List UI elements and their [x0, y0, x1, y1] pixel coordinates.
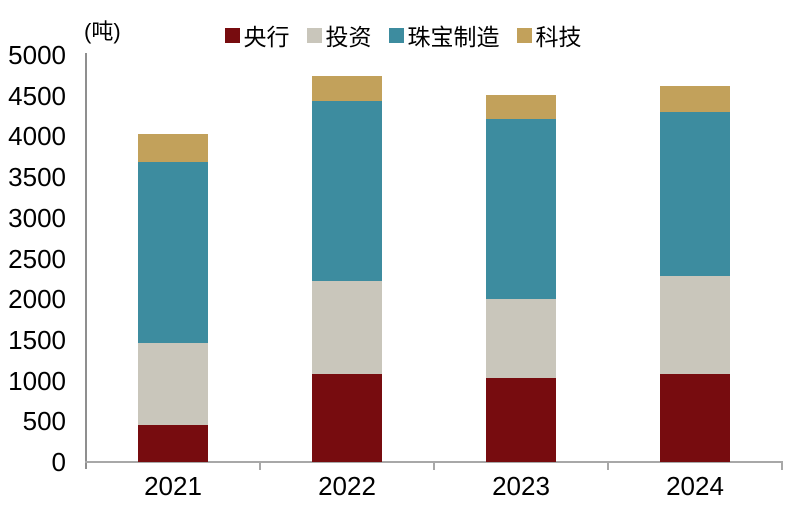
- y-tick-label: 4000: [8, 121, 66, 152]
- legend-item-2: 珠宝制造: [388, 18, 500, 52]
- legend-item-0: 央行: [224, 18, 290, 52]
- y-tick-label: 1500: [8, 324, 66, 355]
- x-tick-label-2021: 2021: [144, 471, 202, 501]
- y-tick-label: 2500: [8, 243, 66, 274]
- stacked-bar-2021: [138, 133, 208, 462]
- bar-segment-珠宝制造-2023: [486, 119, 556, 300]
- legend-label: 科技: [535, 24, 582, 50]
- bar-segment-央行-2023: [486, 378, 556, 462]
- stacked-bar-2022: [312, 76, 382, 462]
- x-tick-label-2022: 2022: [318, 471, 376, 501]
- y-tick-label: 3500: [8, 162, 66, 193]
- x-tick-label-2023: 2023: [492, 471, 550, 501]
- legend-label: 投资: [325, 24, 372, 50]
- bar-segment-科技-2024: [660, 85, 730, 112]
- legend-label: 央行: [243, 24, 290, 50]
- bar-segment-投资-2021: [138, 343, 208, 426]
- x-axis-line: [85, 461, 783, 463]
- y-tick-label: 1000: [8, 365, 66, 396]
- legend: 央行 投资 珠宝制造 科技: [0, 18, 806, 52]
- legend-item-3: 科技: [516, 18, 582, 52]
- x-axis-tick: [607, 463, 609, 470]
- x-axis-tick: [259, 463, 261, 470]
- y-axis-unit-label: (吨): [84, 19, 121, 44]
- y-tick-label: 2000: [8, 284, 66, 315]
- x-tick-label-2024: 2024: [666, 471, 724, 501]
- legend-swatch-icon: [516, 27, 532, 43]
- legend-swatch-icon: [306, 27, 322, 43]
- legend-label: 珠宝制造: [407, 24, 500, 50]
- stacked-bar-2023: [486, 94, 556, 462]
- legend-swatch-icon: [388, 27, 404, 43]
- bar-segment-珠宝制造-2024: [660, 112, 730, 277]
- bar-segment-珠宝制造-2022: [312, 101, 382, 282]
- x-axis-tick: [781, 463, 783, 470]
- x-axis-tick: [433, 463, 435, 470]
- legend-swatch-icon: [224, 27, 240, 43]
- bar-segment-科技-2022: [312, 76, 382, 102]
- bar-segment-珠宝制造-2021: [138, 161, 208, 344]
- stacked-bar-2024: [660, 85, 730, 462]
- bar-segment-投资-2023: [486, 299, 556, 379]
- bar-segment-科技-2023: [486, 94, 556, 120]
- bar-segment-投资-2024: [660, 276, 730, 375]
- y-tick-label: 4500: [8, 80, 66, 111]
- bar-segment-央行-2021: [138, 425, 208, 462]
- bar-segment-央行-2024: [660, 374, 730, 462]
- legend-item-1: 投资: [306, 18, 372, 52]
- bar-segment-投资-2022: [312, 281, 382, 375]
- bar-segment-科技-2021: [138, 133, 208, 162]
- bar-segment-央行-2022: [312, 374, 382, 462]
- y-tick-label: 0: [51, 447, 66, 477]
- y-axis-line: [85, 53, 87, 469]
- y-tick-label: 500: [22, 406, 66, 437]
- y-tick-label: 3000: [8, 202, 66, 233]
- y-tick-label: 5000: [8, 40, 66, 70]
